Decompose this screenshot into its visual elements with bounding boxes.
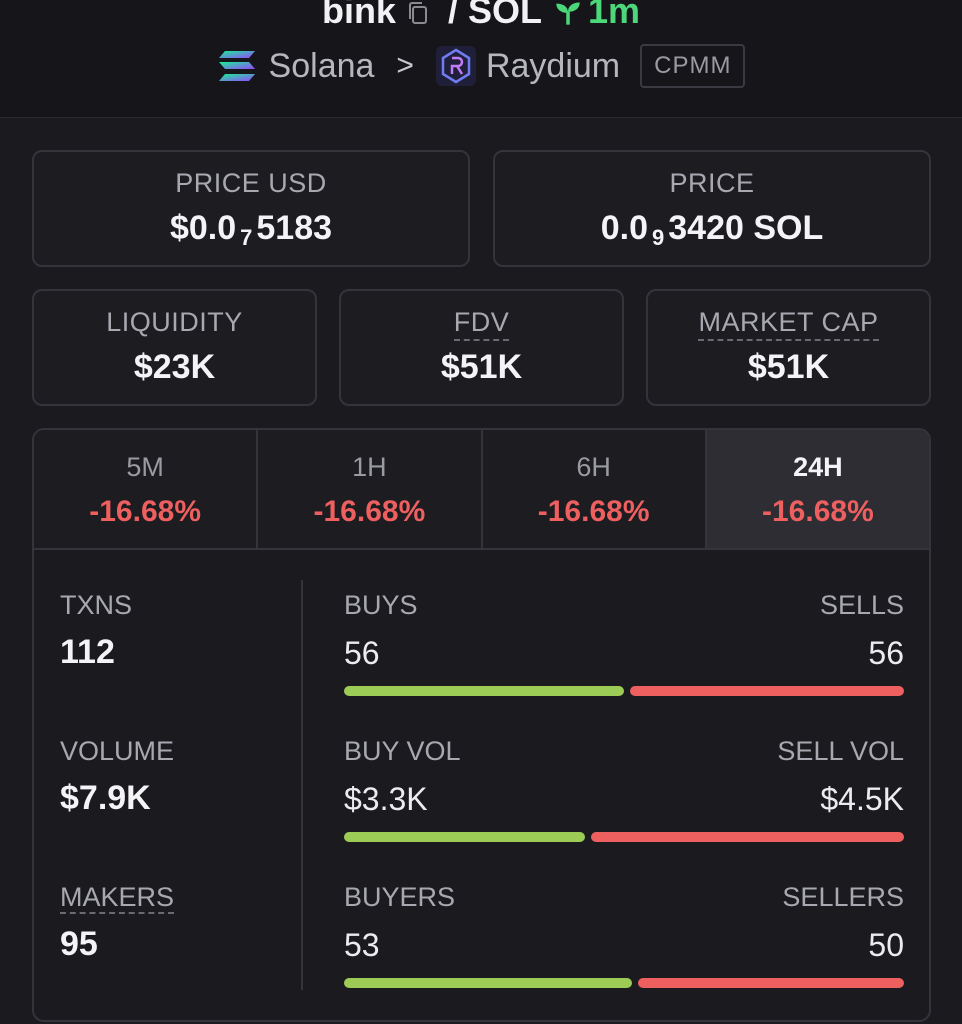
pair-title: bink / SOL 1m [0,0,962,32]
chain-dex-breadcrumb: Solana > Raydium CPMM [0,42,962,90]
sell-bar-segment [590,832,904,842]
copy-icon[interactable] [406,1,430,25]
sell-vol-label: SELL VOL [777,736,904,766]
timeframe-tabs: 5M -16.68% 1H -16.68% 6H -16.68% 24H -16… [34,430,929,550]
sells-value: 56 [868,635,904,671]
buys-sells-bar [344,686,904,696]
buy-bar-segment [344,832,585,842]
buyers-sellers-bar [344,978,904,988]
price-usd-card: PRICE USD $0.0 7 5183 [32,150,470,267]
market-cap-card[interactable]: MARKET CAP $51K [646,289,931,406]
txns-value: 112 [60,633,115,671]
sell-bar-segment [630,686,904,696]
dex-name[interactable]: Raydium [485,46,621,85]
market-cap-label[interactable]: MARKET CAP [648,307,929,341]
tab-1h[interactable]: 1H -16.68% [258,430,483,548]
sells-label: SELLS [819,590,904,620]
solana-logo-icon [218,51,255,81]
tab-label: 6H [576,452,611,482]
buy-sell-volume-row: BUY VOL SELL VOL $3.3K $4.5K [344,736,904,842]
tab-label: 1H [352,452,387,482]
fdv-value: $51K [440,348,523,386]
buys-sells-row: BUYS SELLS 56 56 [344,590,904,696]
raydium-logo-icon [435,46,476,86]
transaction-stats-panel: 5M -16.68% 1H -16.68% 6H -16.68% 24H -16… [32,428,931,1022]
buy-vol-label: BUY VOL [344,736,461,766]
buy-bar-segment [344,686,624,696]
fdv-label[interactable]: FDV [341,307,622,341]
price-native-value: 0.0 9 3420 SOL [600,209,824,250]
volume-stat: VOLUME $7.9K [60,736,174,818]
buy-sell-volume-bar [344,832,904,842]
tab-price-change: -16.68% [537,495,650,528]
sellers-label: SELLERS [782,882,904,912]
sell-vol-value: $4.5K [820,781,904,817]
tab-6h[interactable]: 6H -16.68% [482,430,707,548]
price-usd-value: $0.0 7 5183 [169,209,333,250]
chevron-right-icon: > [396,49,414,82]
buyers-value: 53 [344,927,380,963]
buy-vol-value: $3.3K [344,781,428,817]
buy-bar-segment [344,978,633,988]
fdv-card[interactable]: FDV $51K [339,289,624,406]
makers-label[interactable]: MAKERS [60,882,175,914]
volume-label: VOLUME [60,736,175,766]
makers-value: 95 [60,925,98,963]
tab-price-change: -16.68% [313,495,426,528]
liquidity-label: LIQUIDITY [106,307,243,337]
sprout-icon [556,2,580,26]
buyers-label: BUYERS [344,882,456,912]
tab-price-change: -16.68% [89,495,201,528]
buys-value: 56 [344,635,380,671]
market-cap-value: $51K [747,348,830,386]
price-usd-label: PRICE USD [175,168,327,198]
volume-value: $7.9K [60,779,151,817]
tab-5m[interactable]: 5M -16.68% [34,430,259,548]
pair-header: bink / SOL 1m Solana > Raydium CPMM [0,0,962,118]
makers-stat[interactable]: MAKERS 95 [60,882,175,964]
sell-bar-segment [638,978,904,988]
tab-price-change: -16.68% [762,495,874,528]
tab-label: 24H [793,452,843,482]
txns-stat: TXNS 112 [60,590,132,672]
tab-24h[interactable]: 24H -16.68% [706,430,929,548]
quote-token-symbol: SOL [467,0,542,31]
liquidity-card: LIQUIDITY $23K [32,289,317,406]
txns-label: TXNS [60,590,133,620]
stats-body: TXNS 112 VOLUME $7.9K MAKERS 95 BUYS SELL… [34,550,929,1020]
chain-name[interactable]: Solana [268,46,375,85]
buys-label: BUYS [344,590,418,620]
base-token-symbol: bink [321,0,396,31]
pair-separator: / [447,0,458,31]
buyers-sellers-row: BUYERS SELLERS 53 50 [344,882,904,988]
pair-age: 1m [588,0,641,31]
pool-type-badge: CPMM [640,44,746,88]
liquidity-value: $23K [133,348,216,386]
price-native-card: PRICE 0.0 9 3420 SOL [493,150,931,267]
sellers-value: 50 [868,927,904,963]
column-divider [301,580,303,990]
tab-label: 5M [126,452,164,482]
price-native-label: PRICE [669,168,755,198]
